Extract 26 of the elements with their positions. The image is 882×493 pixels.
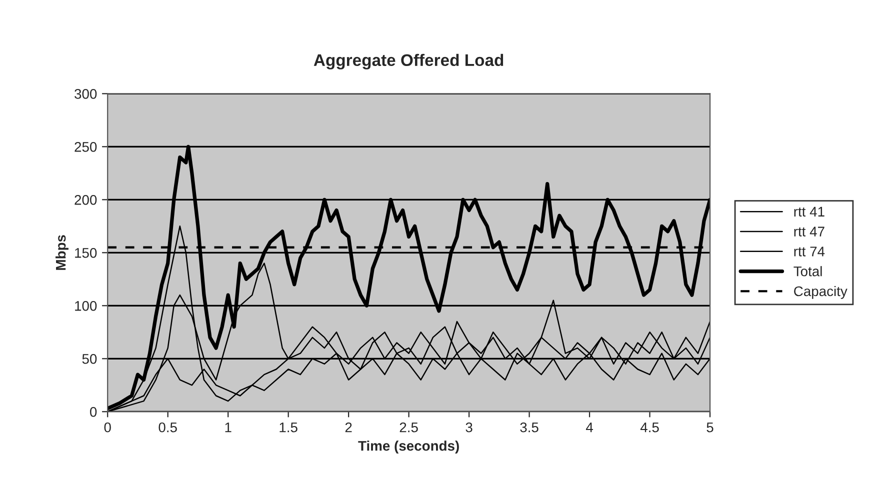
x-tick-label: 1.5 bbox=[280, 422, 298, 432]
x-axis-title: Time (seconds) bbox=[358, 440, 459, 454]
y-tick-label: 250 bbox=[74, 142, 97, 152]
y-axis-title: Mbps bbox=[56, 235, 68, 270]
x-tick-label: 5 bbox=[706, 422, 714, 432]
x-tick-label: 0.5 bbox=[158, 422, 177, 432]
legend-label: Capacity bbox=[794, 286, 848, 299]
legend-label: rtt 41 bbox=[794, 206, 824, 217]
x-tick-label: 2 bbox=[345, 422, 352, 432]
legend-label: rtt 47 bbox=[794, 226, 824, 236]
y-tick-label: 100 bbox=[75, 300, 97, 311]
y-tick-label: 200 bbox=[74, 195, 97, 205]
x-tick-label: 4.5 bbox=[640, 422, 659, 432]
y-tick-label: 0 bbox=[90, 406, 97, 417]
x-tick-label: 1 bbox=[225, 422, 232, 432]
y-tick-label: 50 bbox=[82, 354, 97, 364]
y-tick-label: 300 bbox=[74, 89, 97, 99]
x-tick-label: 4 bbox=[586, 422, 593, 432]
x-tick-label: 0 bbox=[104, 422, 111, 432]
x-tick-label: 3.5 bbox=[520, 422, 538, 432]
x-tick-label: 2.5 bbox=[400, 422, 418, 432]
x-tick-label: 3 bbox=[466, 422, 472, 432]
y-tick-label: 150 bbox=[75, 248, 97, 258]
chart-title: Aggregate Offered Load bbox=[314, 54, 504, 70]
legend-label: rtt 74 bbox=[794, 246, 825, 256]
legend-label: Total bbox=[794, 266, 822, 276]
